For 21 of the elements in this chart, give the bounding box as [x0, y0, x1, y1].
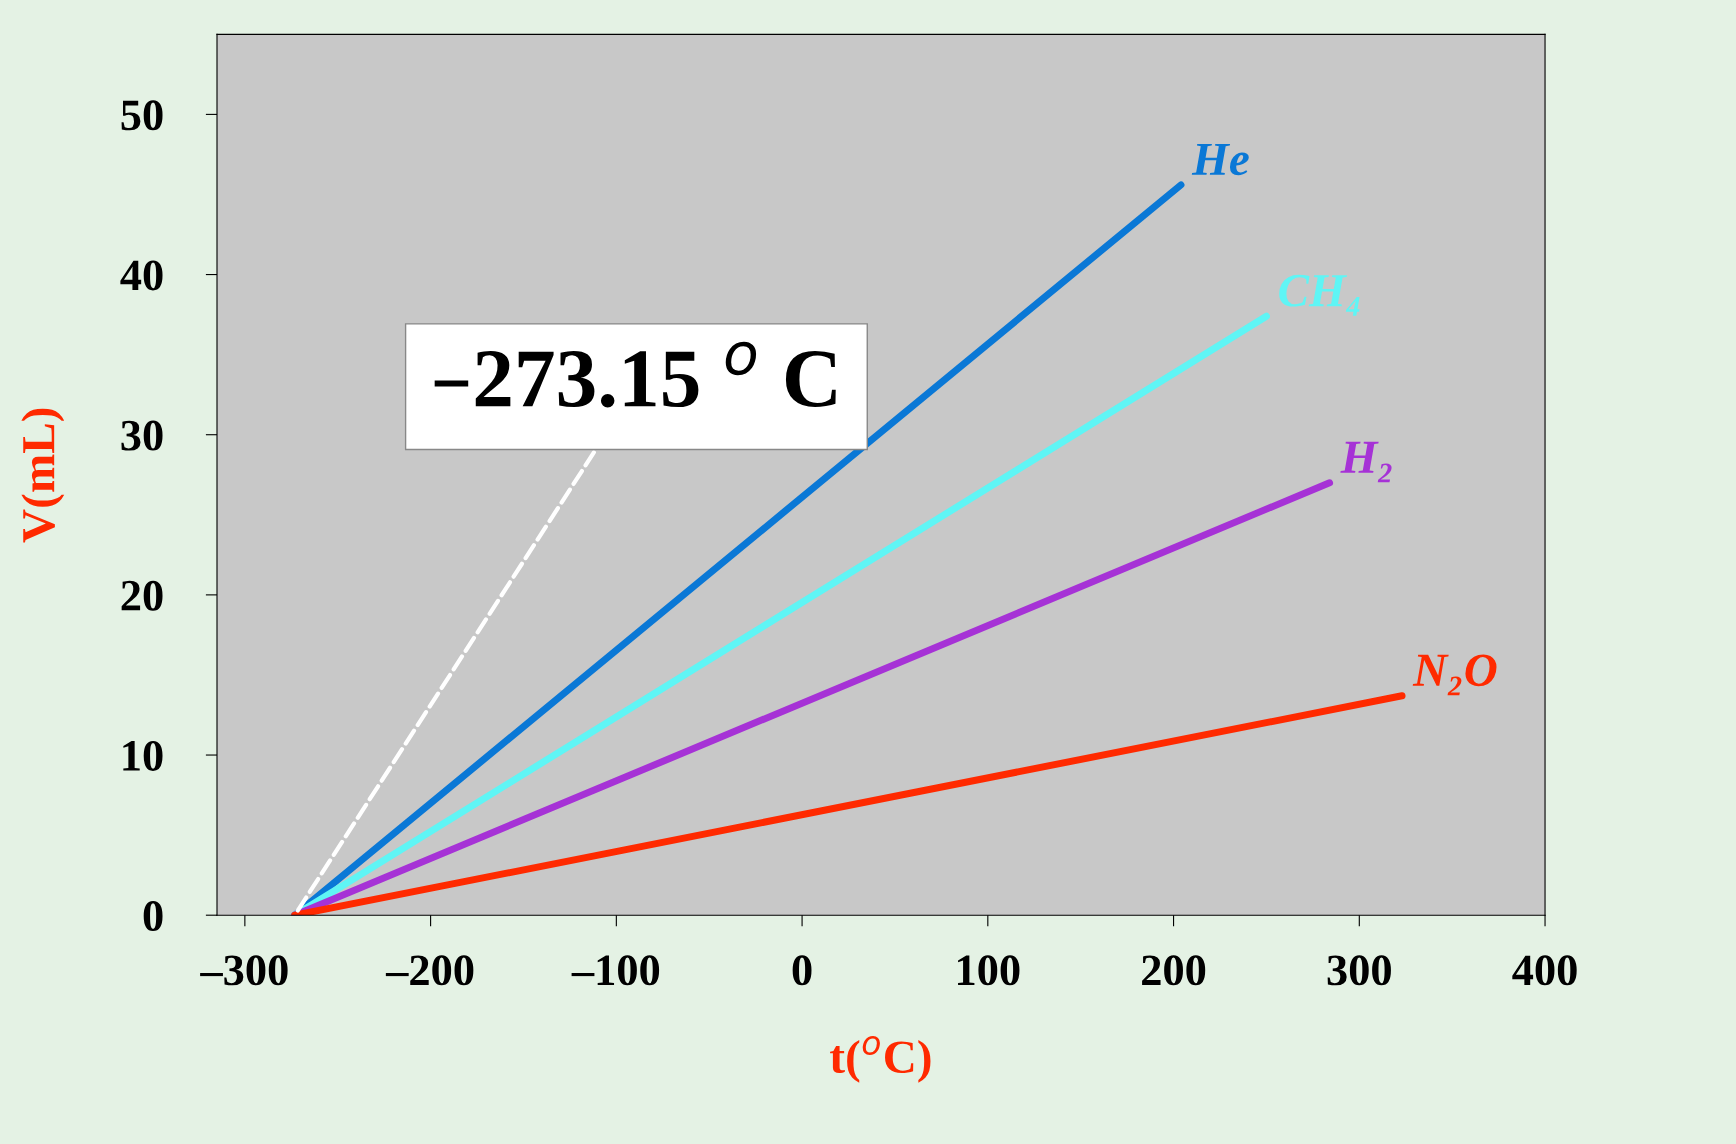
series-label: N₂O	[1412, 654, 1497, 696]
y-axis-title: V(mL)	[21, 408, 65, 543]
y-tick-label: 40	[120, 260, 163, 291]
y-tick-label: 50	[121, 100, 163, 131]
x-tick-label: 400	[1512, 955, 1577, 986]
series-label: CH₄	[1279, 274, 1360, 316]
y-tick-label: 30	[121, 420, 163, 451]
x-tick-label: 200	[1142, 955, 1206, 986]
x-tick-label: 0	[792, 955, 812, 986]
x-tick-label: 100	[958, 955, 1020, 986]
x-tick-label: –200	[385, 955, 474, 986]
series-label: He	[1191, 143, 1249, 176]
x-tick-label: 300	[1327, 955, 1391, 986]
y-tick-label: 10	[123, 740, 163, 771]
y-tick-label: 0	[143, 901, 163, 932]
series-label: H₂	[1340, 441, 1392, 483]
x-tick-label: –300	[200, 955, 288, 986]
x-tick-label: –100	[571, 955, 660, 986]
x-axis-title: t($^{o}$C)	[830, 1036, 931, 1083]
y-tick-label: 20	[121, 580, 163, 611]
annotation: –273.15 $^{o}$ C	[434, 341, 836, 408]
